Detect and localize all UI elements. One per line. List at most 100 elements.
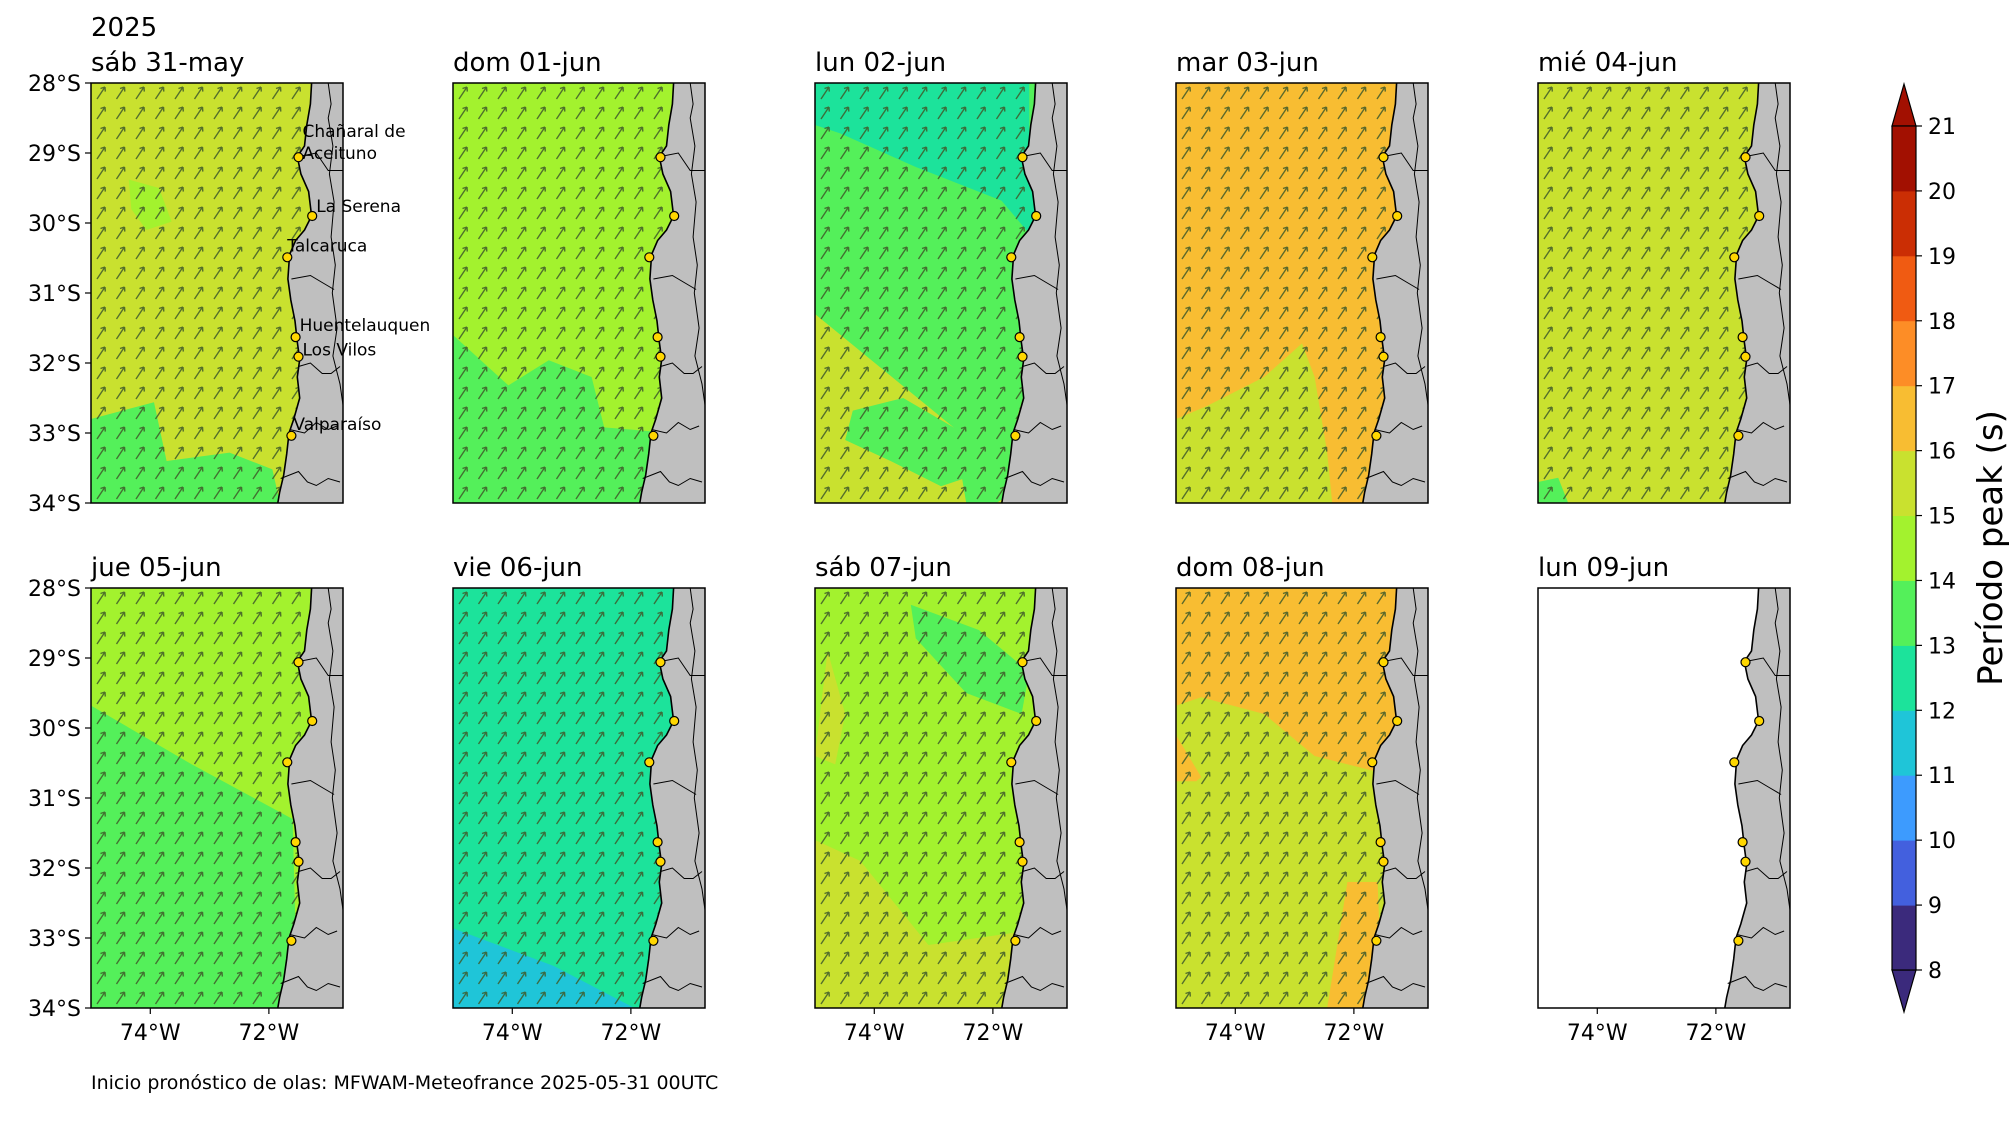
country-border bbox=[689, 83, 705, 406]
city-label: Valparaíso bbox=[293, 415, 381, 435]
lat-tick-label: 32°S bbox=[28, 352, 81, 377]
city-marker bbox=[655, 856, 666, 867]
map-panel: mié 04-jun bbox=[1537, 48, 1791, 504]
panel-title: sáb 07-jun bbox=[815, 553, 952, 583]
region-border bbox=[1013, 421, 1062, 434]
lon-tick-label: 72°W bbox=[1686, 1021, 1747, 1046]
period-zone bbox=[1176, 735, 1202, 782]
city-marker bbox=[669, 210, 680, 222]
colorbar-extend-min bbox=[1891, 969, 1917, 1015]
period-zone bbox=[1176, 343, 1333, 503]
region-border bbox=[660, 867, 703, 879]
city-marker bbox=[1737, 332, 1748, 343]
lat-tick-label: 32°S bbox=[28, 857, 81, 882]
city-marker bbox=[1031, 210, 1042, 222]
region-border bbox=[651, 926, 700, 939]
lat-tick-label: 28°S bbox=[28, 577, 81, 602]
colorbar-label: Período peak (s) bbox=[1971, 410, 2011, 686]
colorbar-tick-label: 20 bbox=[1928, 180, 1956, 205]
city-marker bbox=[1737, 836, 1748, 848]
country-border bbox=[327, 588, 343, 911]
region-border bbox=[298, 657, 343, 676]
city-marker bbox=[1740, 856, 1751, 867]
colorbar-swatch bbox=[1892, 775, 1916, 841]
lon-tick-label: 72°W bbox=[963, 1021, 1024, 1046]
city-marker bbox=[290, 332, 301, 343]
city-marker bbox=[307, 210, 318, 222]
city-marker bbox=[1006, 757, 1017, 768]
period-zone bbox=[453, 928, 635, 1008]
lon-tick-label: 74°W bbox=[120, 1021, 181, 1046]
lat-tick-label: 33°S bbox=[28, 422, 81, 447]
colorbar-tick-label: 8 bbox=[1928, 959, 1942, 984]
city-marker bbox=[1378, 856, 1389, 867]
country-border bbox=[1774, 83, 1790, 406]
city-label: La Serena bbox=[316, 197, 401, 217]
panel-title: dom 08-jun bbox=[1176, 553, 1325, 583]
colorbar-tick-label: 12 bbox=[1928, 699, 1956, 724]
country-border bbox=[1774, 588, 1790, 911]
city-marker bbox=[1392, 210, 1403, 222]
region-border bbox=[280, 470, 341, 487]
region-border bbox=[1736, 421, 1785, 434]
panel-frame bbox=[452, 82, 706, 504]
land bbox=[639, 83, 705, 503]
city-marker bbox=[307, 715, 318, 727]
period-zone bbox=[815, 840, 1022, 1008]
panel-title: lun 09-jun bbox=[1538, 553, 1669, 583]
city-marker bbox=[1740, 657, 1751, 668]
city-marker bbox=[1378, 351, 1389, 362]
city-marker bbox=[644, 757, 655, 768]
city-marker bbox=[1367, 757, 1378, 768]
region-border bbox=[1745, 362, 1788, 374]
city-marker bbox=[1031, 715, 1042, 727]
country-border bbox=[689, 588, 705, 911]
region-border bbox=[642, 470, 703, 487]
region-border bbox=[1383, 867, 1426, 879]
region-border bbox=[298, 362, 341, 374]
city-marker bbox=[1017, 351, 1028, 362]
region-border bbox=[660, 657, 705, 676]
colorbar-swatch bbox=[1892, 320, 1916, 387]
panel-title: lun 02-jun bbox=[815, 48, 946, 78]
region-border bbox=[1383, 362, 1426, 374]
city-marker bbox=[1014, 332, 1025, 343]
colorbar-tick-label: 10 bbox=[1928, 829, 1956, 854]
colorbar-tick-label: 15 bbox=[1928, 505, 1956, 530]
region-border bbox=[291, 779, 335, 795]
panel-frame bbox=[814, 82, 1068, 504]
region-border bbox=[1745, 867, 1788, 879]
panel-title: jue 05-jun bbox=[90, 553, 222, 583]
colorbar-tick-label: 14 bbox=[1928, 569, 1956, 594]
period-zone bbox=[815, 83, 1037, 243]
country-border bbox=[1412, 83, 1428, 406]
colorbar-tick-label: 21 bbox=[1928, 115, 1956, 140]
city-marker bbox=[1378, 152, 1389, 163]
region-border bbox=[642, 975, 703, 992]
region-border bbox=[1745, 657, 1790, 676]
panel-title: vie 06-jun bbox=[453, 553, 583, 583]
colorbar: 8 9 10 11 12 13 14 15 16 17 18 19 20 21 Período peak (… bbox=[1891, 81, 2011, 1015]
region-border bbox=[660, 362, 703, 374]
year-label: 2025 bbox=[91, 13, 157, 43]
lat-tick-label: 34°S bbox=[28, 997, 81, 1022]
panel-title: mar 03-jun bbox=[1176, 48, 1319, 78]
region-border bbox=[1365, 975, 1426, 992]
land bbox=[1724, 83, 1790, 503]
region-border bbox=[289, 421, 338, 434]
lon-tick-label: 74°W bbox=[482, 1021, 543, 1046]
colorbar-tick-label: 11 bbox=[1928, 764, 1956, 789]
panel-frame bbox=[452, 587, 706, 1009]
region-border bbox=[298, 867, 341, 879]
lat-tick-label: 30°S bbox=[28, 717, 81, 742]
forecast-panels: sáb 31-may 28°S 29°S 30°S 31°S 32°S 33°S 34°S Ch… bbox=[28, 48, 1791, 1046]
region-border bbox=[1022, 657, 1067, 676]
city-marker bbox=[1729, 757, 1740, 768]
colorbar-swatch bbox=[1892, 645, 1916, 711]
map-panel: mar 03-jun bbox=[1175, 48, 1429, 504]
city-marker bbox=[655, 152, 666, 163]
panel-frame bbox=[814, 587, 1068, 1009]
city-label: Aceituno bbox=[303, 144, 377, 164]
city-marker bbox=[1371, 935, 1382, 946]
